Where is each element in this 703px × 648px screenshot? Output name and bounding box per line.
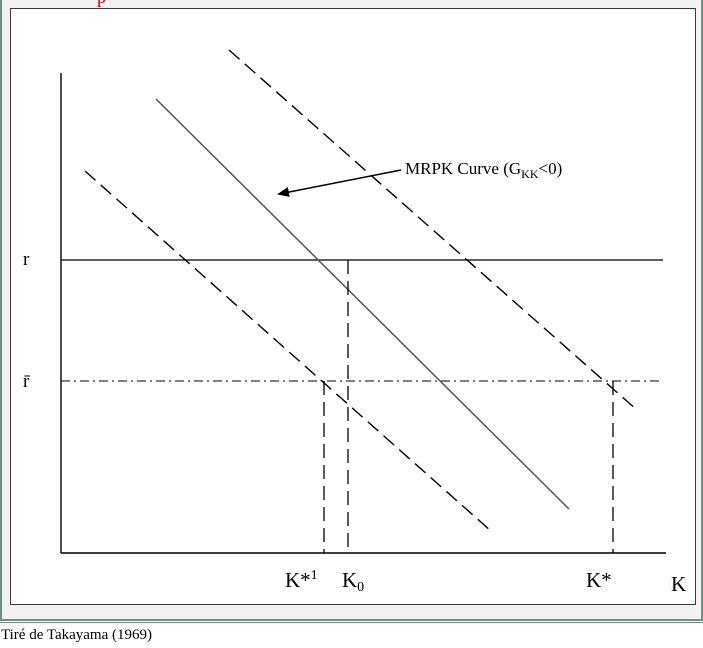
mrpk-curve	[155, 98, 570, 510]
top-red-fragment: p	[97, 0, 106, 6]
x-label-kstar1: K*1	[285, 568, 318, 592]
mrpk-diagram: MRPK Curve (GKK<0) r r̄ K*1 K0 K* K	[23, 49, 686, 596]
figure-panel: MRPK Curve (GKK<0) r r̄ K*1 K0 K* K	[10, 8, 696, 605]
upper-dashed-curve	[228, 49, 638, 411]
x-axis-label: K	[671, 572, 686, 596]
source-caption: Tiré de Takayama (1969)	[1, 627, 152, 643]
x-label-kstar: K*	[586, 568, 612, 592]
x-label-k0: K0	[342, 568, 364, 595]
y-label-r: r	[23, 249, 30, 270]
label-arrow	[277, 169, 402, 197]
mrpk-curve-label: MRPK Curve (GKK<0)	[405, 159, 562, 181]
lower-dashed-curve	[84, 170, 492, 532]
caption-rule	[0, 622, 703, 623]
y-label-rbar: r̄	[23, 371, 30, 392]
